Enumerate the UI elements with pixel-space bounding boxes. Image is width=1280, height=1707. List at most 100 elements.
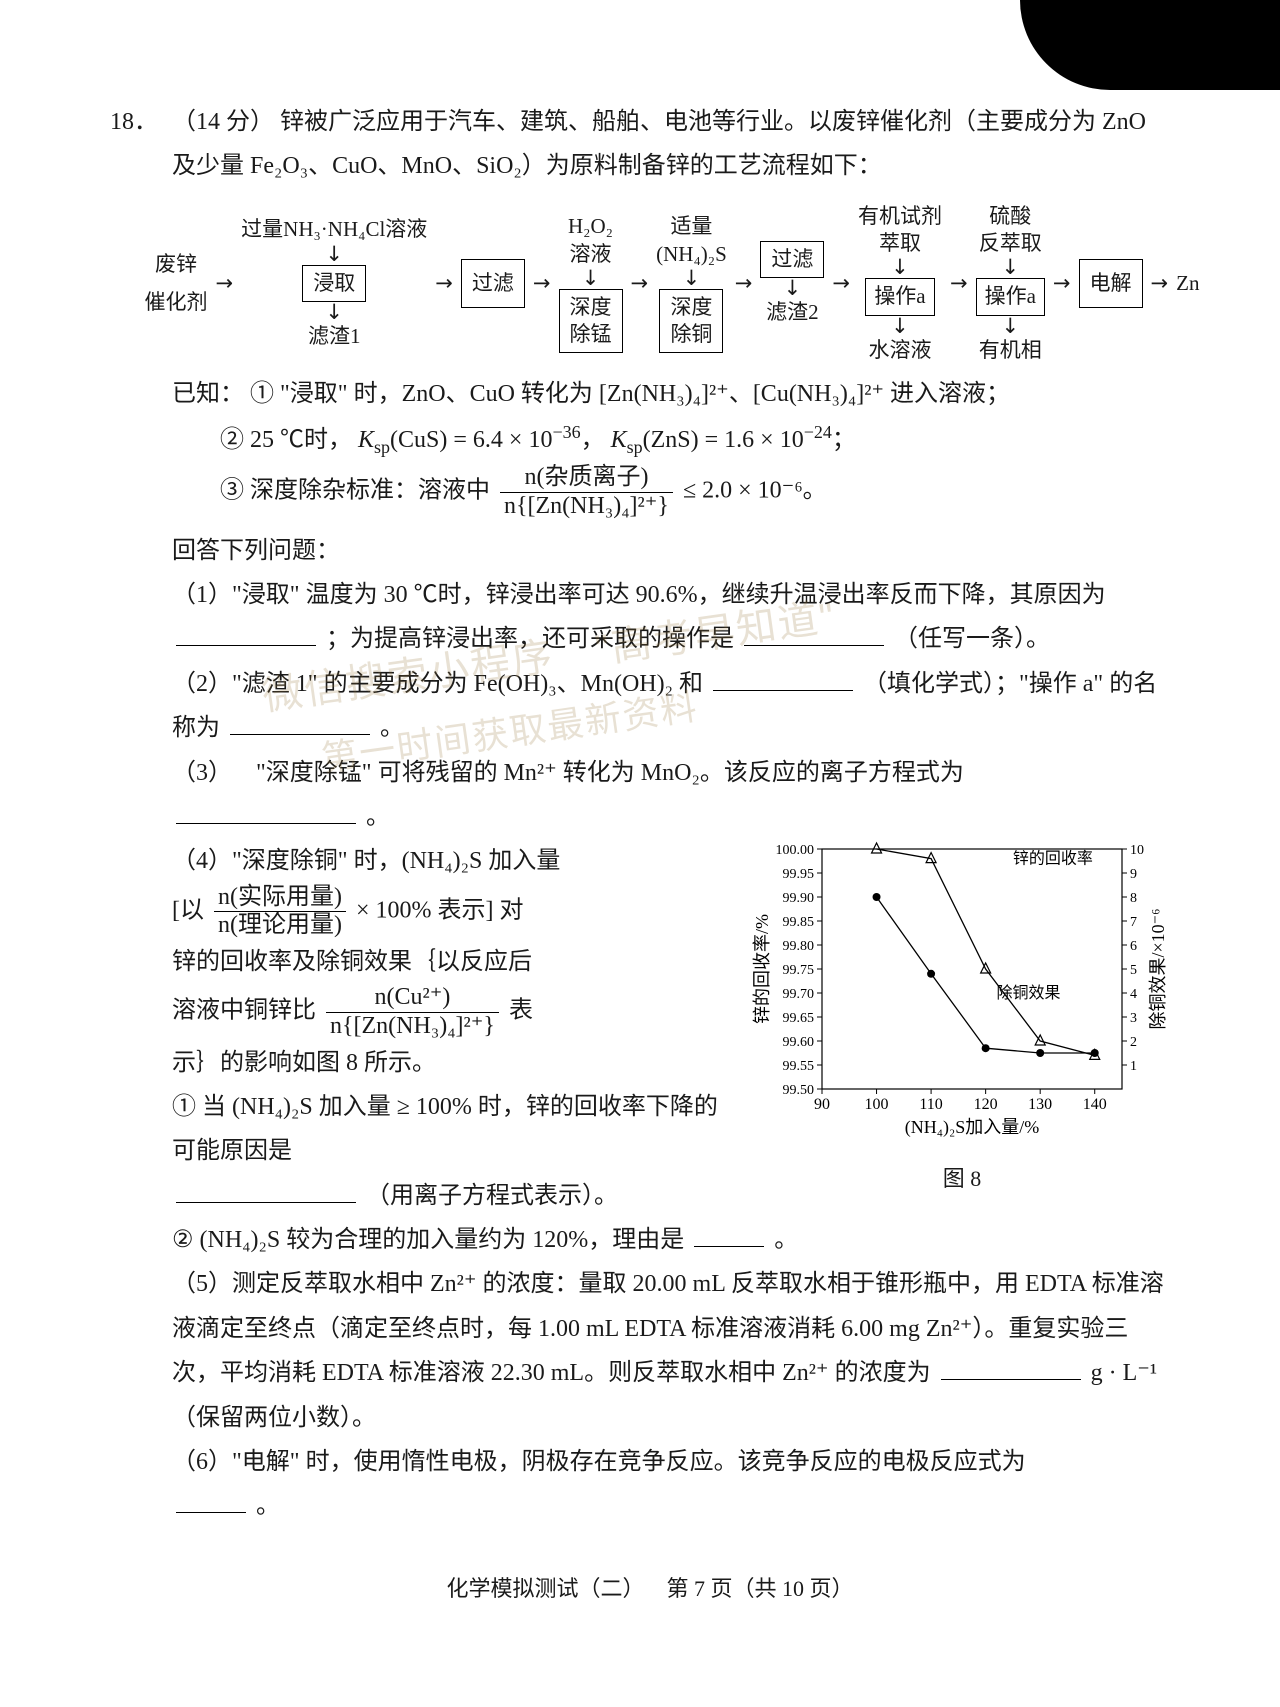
page-footer: 化学模拟测试（二） 第 7 页（共 10 页） [110, 1569, 1190, 1610]
flow-box-7: 电解 [1079, 259, 1143, 308]
arrow-icon: → [629, 264, 651, 303]
sub-q5: （5）测定反萃取水相中 Zn²⁺ 的浓度：量取 20.00 mL 反萃取水相于锥… [172, 1262, 1172, 1440]
svg-text:锌的回收率: 锌的回收率 [1013, 850, 1093, 868]
arrow-down-icon: ↓ [323, 302, 345, 323]
flow-top-2: 适量(NH₄)₂S [656, 213, 727, 268]
known-label: 已知： [172, 381, 244, 407]
svg-text:100: 100 [865, 1096, 889, 1113]
svg-text:3: 3 [1130, 1011, 1137, 1026]
arrow-icon: → [1051, 264, 1073, 303]
question-18: 18． （14 分） 锌被广泛应用于汽车、建筑、船舶、电池等行业。以废锌催化剂（… [110, 100, 1190, 1529]
points: （14 分） [172, 109, 274, 135]
blank-input[interactable] [176, 624, 316, 647]
flow-box-1: 过滤 [461, 259, 525, 308]
svg-text:1: 1 [1130, 1059, 1137, 1074]
svg-text:99.60: 99.60 [783, 1035, 815, 1050]
arrow-icon: → [1149, 264, 1171, 303]
svg-text:(NH₄)₂S加入量/%: (NH₄)₂S加入量/% [905, 1117, 1040, 1138]
svg-text:99.95: 99.95 [783, 867, 815, 882]
svg-text:6: 6 [1130, 939, 1137, 954]
blank-input[interactable] [941, 1358, 1081, 1381]
arrow-icon: → [830, 264, 852, 303]
arrow-down-icon: ↓ [323, 244, 345, 265]
arrow-icon: → [531, 264, 553, 303]
question-body: （14 分） 锌被广泛应用于汽车、建筑、船舶、电池等行业。以废锌催化剂（主要成分… [172, 100, 1172, 1529]
arrow-down-icon: ↓ [889, 316, 911, 337]
flow-bottom-0: 滤渣1 [308, 323, 361, 350]
flow-top-3: 有机试剂萃取 [858, 203, 942, 258]
blank-input[interactable] [713, 668, 853, 691]
flow-bottom-2: 水溶液 [868, 337, 931, 364]
arrow-down-icon: ↓ [999, 257, 1021, 278]
blank-input[interactable] [176, 1180, 356, 1203]
exam-page: 18． （14 分） 锌被广泛应用于汽车、建筑、船舶、电池等行业。以废锌催化剂（… [0, 0, 1280, 1707]
flow-box-0: 浸取 [302, 265, 366, 302]
arrow-down-icon: ↓ [999, 316, 1021, 337]
svg-text:130: 130 [1028, 1096, 1052, 1113]
blank-input[interactable] [744, 624, 884, 647]
blank-input[interactable] [694, 1225, 764, 1248]
intro-text: 锌被广泛应用于汽车、建筑、船舶、电池等行业。以废锌催化剂（主要成分为 ZnO 及… [172, 109, 1146, 179]
flow-box-4: 过滤 [760, 241, 824, 278]
svg-text:99.90: 99.90 [783, 891, 815, 906]
arrow-icon: → [214, 264, 236, 303]
svg-text:99.50: 99.50 [783, 1083, 815, 1098]
svg-text:99.80: 99.80 [783, 939, 815, 954]
flow-input: 废锌催化剂 [145, 245, 208, 323]
arrow-down-icon: ↓ [889, 257, 911, 278]
sub-q6: （6）"电解" 时，使用惰性电极，阴极存在竞争反应。该竞争反应的电极反应式为 。 [172, 1440, 1172, 1529]
arrow-icon: → [433, 264, 455, 303]
arrow-icon: → [733, 264, 755, 303]
svg-text:7: 7 [1130, 915, 1137, 930]
arrow-down-icon: ↓ [681, 268, 703, 289]
known-2: ② 25 ℃时， Ksp(CuS) = 6.4 × 10−36， Ksp(ZnS… [220, 416, 1172, 464]
flow-box-6: 操作a [976, 278, 1045, 315]
svg-text:99.65: 99.65 [783, 1011, 815, 1026]
sub-q1: （1）"浸取" 温度为 30 ℃时，锌浸出率可达 90.6%，继续升温浸出率反而… [172, 573, 1172, 662]
process-flowchart: 废锌催化剂 → 过量NH₃·NH₄Cl溶液↓浸取↓滤渣1 → 过滤 → H₂O₂… [172, 203, 1172, 364]
svg-text:99.75: 99.75 [783, 963, 815, 978]
flow-output: Zn [1176, 264, 1199, 303]
sub-q4: 99.5099.5599.6099.6599.7099.7599.8099.85… [172, 839, 1172, 1262]
blank-input[interactable] [230, 713, 370, 736]
svg-text:5: 5 [1130, 963, 1137, 978]
flow-top-1: H₂O₂溶液 [568, 213, 613, 268]
svg-text:8: 8 [1130, 891, 1137, 906]
flow-box-5: 操作a [865, 278, 934, 315]
corner-decoration [1020, 0, 1280, 90]
svg-text:锌的回收率/%: 锌的回收率/% [752, 914, 772, 1024]
flow-top-4: 硫酸反萃取 [979, 203, 1042, 258]
svg-text:110: 110 [919, 1096, 942, 1113]
svg-text:100.00: 100.00 [776, 843, 815, 858]
chart-8: 99.5099.5599.6099.6599.7099.7599.8099.85… [752, 839, 1172, 1199]
svg-text:140: 140 [1083, 1096, 1107, 1113]
svg-text:2: 2 [1130, 1035, 1137, 1050]
arrow-icon: → [948, 264, 970, 303]
flow-box-3: 深度除铜 [659, 289, 723, 354]
sub-q2: （2）"滤渣 1" 的主要成分为 Fe(OH)₃、Mn(OH)₂ 和 （填化学式… [172, 662, 1172, 751]
svg-text:除铜效果: 除铜效果 [997, 984, 1061, 1002]
arrow-down-icon: ↓ [580, 268, 602, 289]
flow-bottom-3: 有机相 [979, 337, 1042, 364]
flow-bottom-1: 滤渣2 [766, 299, 819, 326]
svg-text:4: 4 [1130, 987, 1137, 1002]
svg-text:9: 9 [1130, 867, 1137, 882]
svg-text:99.55: 99.55 [783, 1059, 815, 1074]
flow-box-2: 深度除锰 [559, 289, 623, 354]
blank-input[interactable] [176, 1491, 246, 1514]
known-1: ① "浸取" 时，ZnO、CuO 转化为 [Zn(NH₃)₄]²⁺、[Cu(NH… [250, 381, 1010, 407]
blank-input[interactable] [176, 801, 356, 824]
chart-svg: 99.5099.5599.6099.6599.7099.7599.8099.85… [752, 839, 1172, 1139]
known-block: 已知： ① "浸取" 时，ZnO、CuO 转化为 [Zn(NH₃)₄]²⁺、[C… [172, 372, 1172, 416]
svg-text:120: 120 [974, 1096, 998, 1113]
arrow-down-icon: ↓ [782, 278, 804, 299]
flow-top-0: 过量NH₃·NH₄Cl溶液 [241, 216, 427, 243]
known-3: ③ 深度除杂标准：溶液中 n(杂质离子)n{[Zn(NH₃)₄]²⁺} ≤ 2.… [220, 464, 1172, 520]
svg-text:99.70: 99.70 [783, 987, 815, 1002]
svg-text:90: 90 [814, 1096, 830, 1113]
answer-label: 回答下列问题： [172, 529, 1172, 573]
svg-text:10: 10 [1130, 843, 1144, 858]
chart-caption: 图 8 [752, 1159, 1172, 1200]
sub-q3: （3） "深度除锰" 可将残留的 Mn²⁺ 转化为 MnO₂。该反应的离子方程式… [172, 751, 1172, 840]
question-number: 18． [110, 100, 166, 144]
